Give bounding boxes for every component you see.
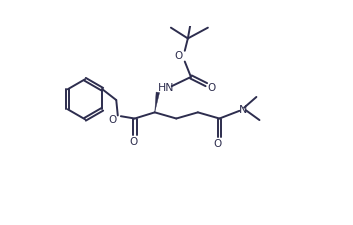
Text: N: N bbox=[239, 104, 247, 114]
Text: O: O bbox=[174, 51, 183, 61]
Text: O: O bbox=[208, 83, 216, 92]
Polygon shape bbox=[155, 93, 160, 113]
Text: O: O bbox=[214, 139, 222, 148]
Text: O: O bbox=[129, 136, 137, 146]
Text: HN: HN bbox=[158, 83, 174, 92]
Text: O: O bbox=[108, 115, 116, 125]
